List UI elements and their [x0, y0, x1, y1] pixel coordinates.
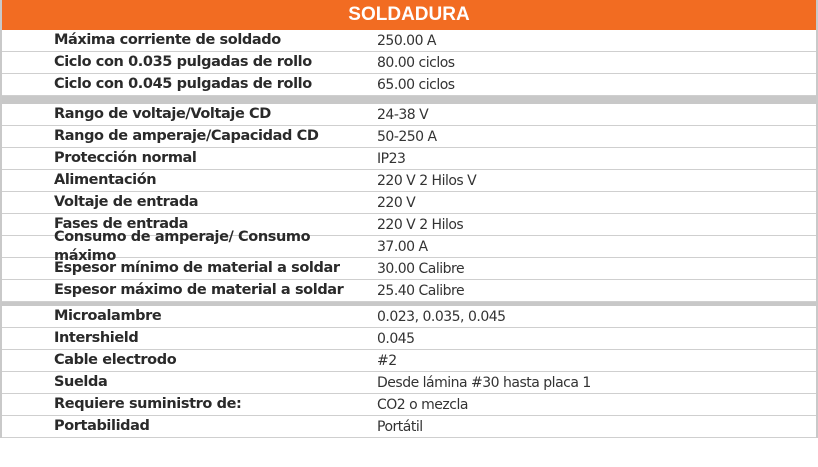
spec-label: Fases de entrada	[54, 216, 189, 232]
spec-label: Máxima corriente de soldado	[54, 32, 281, 48]
group-separator	[2, 96, 816, 104]
spec-value: Desde lámina #30 hasta placa 1	[377, 374, 591, 391]
spec-value: 65.00 ciclos	[377, 76, 455, 93]
spec-label: Consumo de amperaje/ Consumo máximo	[54, 228, 311, 264]
table-row: Ciclo con 0.035 pulgadas de rollo 80.00 c…	[2, 52, 816, 74]
table-row: Espesor mínimo de material a soldar 30.00…	[2, 258, 816, 280]
spec-label: Espesor máximo de material a soldar	[54, 282, 344, 298]
spec-value: 0.023, 0.035, 0.045	[377, 308, 506, 325]
spec-value: 80.00 ciclos	[377, 54, 455, 71]
spec-label: Rango de voltaje/Voltaje CD	[54, 106, 271, 122]
spec-label: Ciclo con 0.035 pulgadas de rollo	[54, 54, 312, 70]
spec-value: Portátil	[377, 418, 423, 435]
spec-label: Requiere suministro de:	[54, 396, 242, 412]
spec-value: 30.00 Calibre	[377, 260, 465, 277]
spec-value: 24-38 V	[377, 106, 429, 123]
spec-label: Intershield	[54, 330, 139, 346]
table-row: Microalambre 0.023, 0.035, 0.045	[2, 306, 816, 328]
table-title: SOLDADURA	[2, 0, 816, 30]
table-row: Voltaje de entrada 220 V	[2, 192, 816, 214]
spec-value: 0.045	[377, 330, 415, 347]
spec-label: Alimentación	[54, 172, 157, 188]
spec-label: Suelda	[54, 374, 108, 390]
spec-value: IP23	[377, 150, 406, 167]
spec-value: 220 V 2 Hilos V	[377, 172, 477, 189]
table-row: Protección normal IP23	[2, 148, 816, 170]
table-row: Ciclo con 0.045 pulgadas de rollo 65.00 c…	[2, 74, 816, 96]
spec-label: Microalambre	[54, 308, 162, 324]
table-row: Suelda Desde lámina #30 hasta placa 1	[2, 372, 816, 394]
spec-label: Ciclo con 0.045 pulgadas de rollo	[54, 76, 312, 92]
table-row: Cable electrodo #2	[2, 350, 816, 372]
spec-value: 37.00 A	[377, 238, 428, 255]
table-row: Consumo de amperaje/ Consumo máximo 37.00…	[2, 229, 816, 264]
table-row: Fases de entrada 220 V 2 Hilos	[2, 214, 816, 236]
table-row: Máxima corriente de soldado 250.00 A	[2, 30, 816, 52]
table-row: Alimentación 220 V 2 Hilos V	[2, 170, 816, 192]
spec-value: 220 V	[377, 194, 416, 211]
table-row: Portabilidad Portátil	[2, 416, 816, 438]
spec-value: CO2 o mezcla	[377, 396, 468, 413]
spec-label: Rango de amperaje/Capacidad CD	[54, 128, 319, 144]
spec-value: 50-250 A	[377, 128, 437, 145]
table-row: Rango de voltaje/Voltaje CD 24-38 V	[2, 104, 816, 126]
spec-value: 25.40 Calibre	[377, 282, 465, 299]
table-body: Máxima corriente de soldado 250.00 A Ciclo…	[2, 30, 816, 438]
table-row: Rango de amperaje/Capacidad CD 50-250 A	[2, 126, 816, 148]
spec-value: #2	[377, 352, 397, 369]
table-row: Espesor máximo de material a soldar 25.40…	[2, 280, 816, 302]
table-row: Requiere suministro de: CO2 o mezcla	[2, 394, 816, 416]
table-row: Intershield 0.045	[2, 328, 816, 350]
spec-label: Voltaje de entrada	[54, 194, 199, 210]
spec-label: Protección normal	[54, 150, 197, 166]
specs-table: SOLDADURA Máxima corriente de soldado 250…	[0, 0, 818, 438]
spec-label: Espesor mínimo de material a soldar	[54, 260, 340, 276]
spec-value: 220 V 2 Hilos	[377, 216, 464, 233]
spec-label: Cable electrodo	[54, 352, 177, 368]
group-separator	[2, 302, 816, 306]
spec-label: Portabilidad	[54, 418, 150, 434]
spec-value: 250.00 A	[377, 32, 437, 49]
